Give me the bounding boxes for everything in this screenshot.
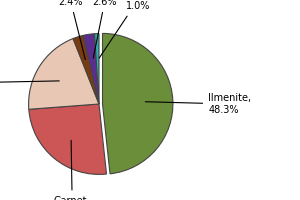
Text: Sillimanite,
20.2%: Sillimanite, 20.2% xyxy=(0,72,59,94)
Wedge shape xyxy=(73,35,99,104)
Text: Garnet,
25.5%: Garnet, 25.5% xyxy=(54,140,91,200)
Wedge shape xyxy=(94,34,99,104)
Text: Others,
1.0%: Others, 1.0% xyxy=(99,0,156,58)
Wedge shape xyxy=(83,34,99,104)
Wedge shape xyxy=(29,104,106,174)
Text: 2.6%: 2.6% xyxy=(92,0,117,58)
Text: 2.4%: 2.4% xyxy=(58,0,85,60)
Wedge shape xyxy=(28,39,99,109)
Text: Ilmenite,
48.3%: Ilmenite, 48.3% xyxy=(146,93,251,115)
Wedge shape xyxy=(103,33,173,174)
